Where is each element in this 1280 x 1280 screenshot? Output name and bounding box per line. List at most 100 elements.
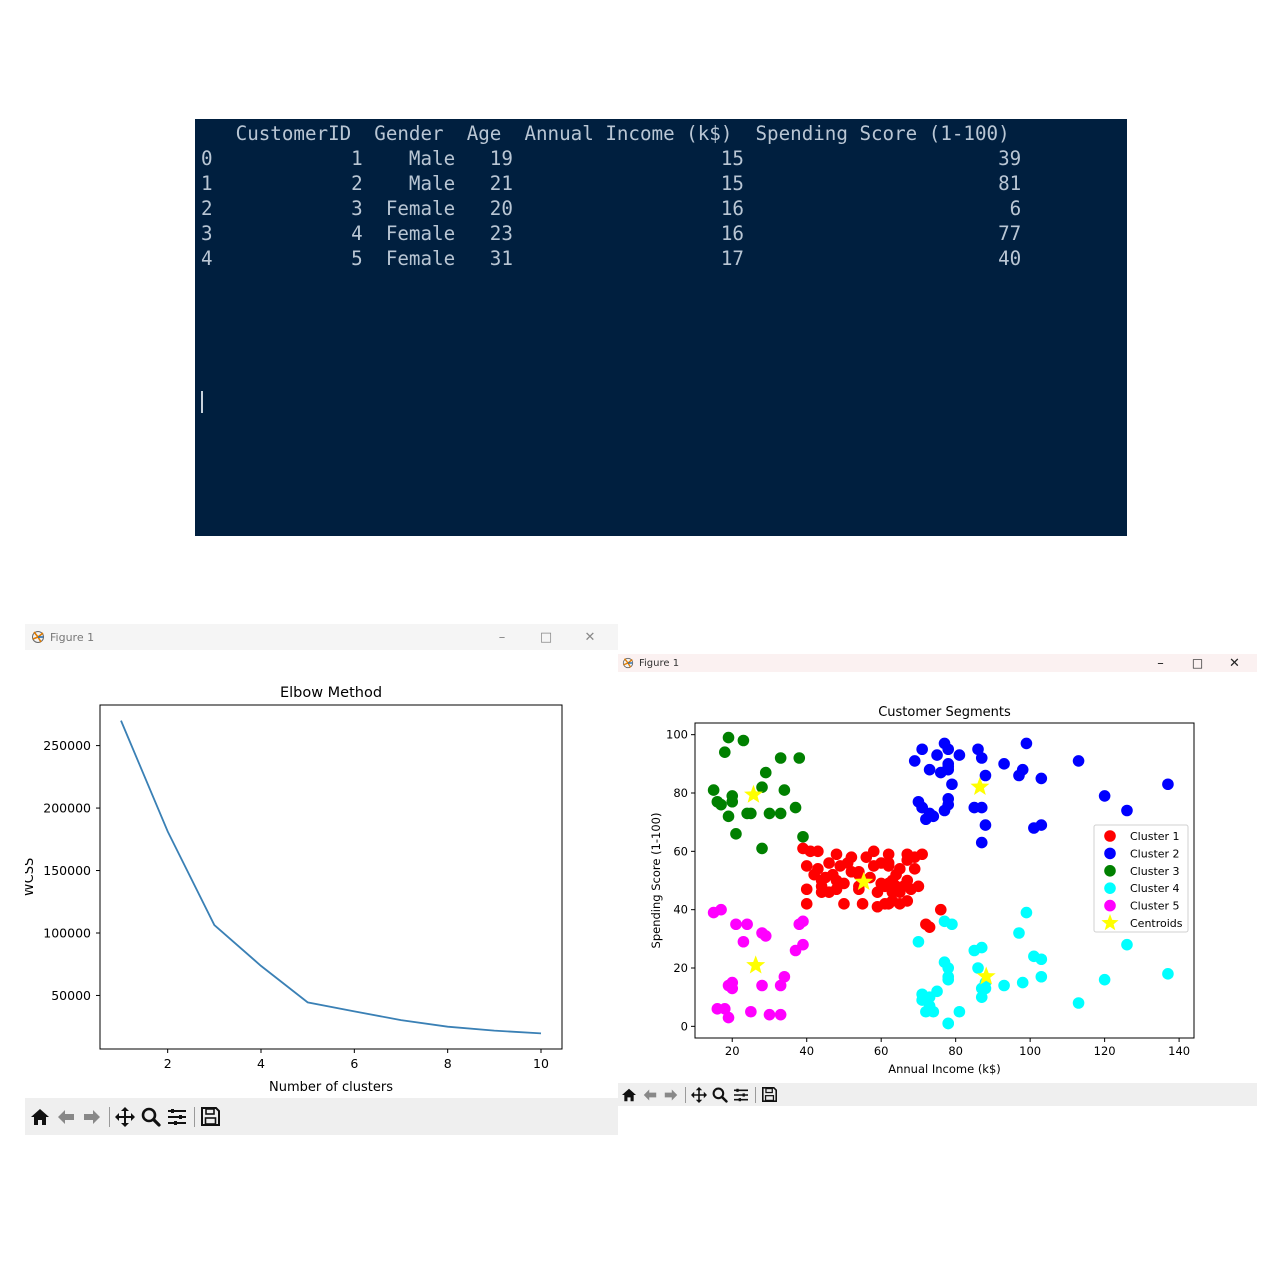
figure-window-elbow: Figure 1 – □ ✕ Elbow Method Number of clu… (25, 624, 618, 1135)
legend-marker (1104, 847, 1116, 860)
cluster-3-point (759, 766, 772, 779)
close-icon[interactable]: ✕ (1229, 655, 1240, 671)
cluster-2-point (1035, 819, 1048, 831)
plot-frame (99, 704, 563, 1050)
x-tick-label: 8 (444, 1056, 452, 1071)
cluster-1-point (908, 863, 921, 875)
x-tick-label: 60 (874, 1044, 889, 1058)
back-arrow-icon[interactable] (55, 1105, 77, 1129)
x-tick-label: 120 (1094, 1044, 1116, 1058)
cluster-2-point (975, 836, 988, 849)
minimize-icon[interactable]: – (1157, 655, 1164, 671)
cluster-2-point (1035, 772, 1048, 785)
minimize-icon[interactable]: – (498, 629, 506, 645)
save-icon[interactable] (760, 1086, 778, 1104)
window-titlebar[interactable]: Figure 1 – □ ✕ (618, 654, 1257, 672)
forward-arrow-icon[interactable] (662, 1086, 680, 1104)
cluster-2-point (998, 758, 1010, 770)
cluster-1-point (815, 880, 828, 893)
forward-arrow-icon[interactable] (81, 1105, 103, 1129)
cluster-2-point (908, 755, 921, 767)
cluster-2-point (975, 801, 988, 814)
save-icon[interactable] (199, 1105, 221, 1129)
customer-segments-chart: Customer Segments Annual Income (k$) Spend… (649, 705, 1195, 1076)
cluster-3-point (737, 734, 750, 747)
cluster-3-point (718, 746, 731, 758)
toolbar-separator (685, 1086, 686, 1103)
table-row: 3 4 Female 23 16 77 (201, 222, 1022, 245)
cluster-1-point (800, 883, 813, 896)
x-axis-label: Number of clusters (269, 1080, 393, 1095)
cluster-3-point (722, 810, 735, 823)
cluster-3-point (774, 752, 787, 764)
cluster-4-point (953, 1005, 966, 1018)
configure-subplots-icon[interactable] (166, 1105, 188, 1129)
cluster-2-point (927, 810, 940, 823)
home-icon[interactable] (620, 1086, 638, 1104)
cluster-1-point (800, 898, 813, 910)
cluster-5-point (756, 979, 768, 992)
x-tick-label: 10 (533, 1056, 549, 1071)
legend-marker (1104, 830, 1116, 842)
cluster-2-point (942, 760, 955, 773)
cluster-2-point (1072, 755, 1085, 767)
x-axis-label: Annual Income (k$) (888, 1062, 1001, 1076)
y-tick-label: 60 (673, 844, 688, 858)
y-tick-label: 100 (666, 728, 688, 742)
cluster-2-point (946, 778, 958, 791)
cluster-2-point (979, 769, 992, 782)
legend-label: Cluster 2 (1130, 847, 1180, 860)
configure-subplots-icon[interactable] (732, 1086, 750, 1104)
y-axis-label: Spending Score (1-100) (649, 813, 663, 949)
cluster-2-point (1020, 737, 1033, 750)
maximize-icon[interactable]: □ (1191, 656, 1204, 670)
cluster-1-point (830, 848, 843, 861)
legend-marker (1104, 865, 1116, 877)
x-tick-label: 80 (948, 1044, 963, 1058)
y-tick-label: 0 (681, 1019, 688, 1033)
cluster-2-point (942, 793, 955, 805)
cluster-4-point (946, 918, 958, 931)
home-icon[interactable] (29, 1105, 51, 1129)
chart-legend: Cluster 1 Cluster 2 Cluster 3 Cluster 4 Clus… (1093, 824, 1189, 933)
cluster-1-point (800, 860, 813, 872)
cluster-3-point (722, 731, 735, 744)
toolbar-separator (755, 1086, 756, 1103)
maximize-icon[interactable]: □ (539, 629, 553, 645)
table-row: 0 1 Male 19 15 39 (201, 147, 1022, 170)
cluster-2-point (975, 752, 988, 764)
x-tick-label: 100 (1019, 1044, 1041, 1058)
window-titlebar[interactable]: Figure 1 – □ ✕ (25, 624, 618, 650)
matplotlib-app-icon (622, 657, 634, 669)
cluster-2-point (979, 819, 992, 831)
cluster-3-point (756, 781, 768, 793)
cluster-3-point (774, 807, 787, 820)
x-tick-label: 6 (350, 1056, 358, 1071)
cluster-3-point (726, 790, 739, 802)
cluster-4-point (1013, 927, 1025, 939)
y-tick-label: 200000 (43, 801, 91, 816)
centroid-star (970, 776, 990, 795)
cluster-3-point (778, 784, 791, 796)
cluster-2-point (942, 743, 955, 756)
pan-icon[interactable] (690, 1086, 708, 1104)
zoom-icon[interactable] (711, 1086, 729, 1104)
cluster-3-point (730, 828, 742, 840)
y-tick-label: 80 (673, 786, 688, 800)
x-tick-label: 2 (164, 1056, 172, 1071)
back-arrow-icon[interactable] (641, 1086, 659, 1104)
pan-icon[interactable] (114, 1105, 136, 1129)
close-icon[interactable]: ✕ (584, 629, 596, 645)
cluster-3-point (789, 801, 802, 814)
dataframe-output: CustomerID Gender Age Annual Income (k$)… (201, 121, 1021, 271)
chart-title: Elbow Method (280, 685, 382, 701)
legend-label: Cluster 5 (1130, 900, 1180, 913)
elbow-chart: Elbow Method Number of clusters WCSS 2 4 6 8 10… (25, 685, 563, 1095)
cluster-2-point (1162, 778, 1174, 791)
cluster-1-point (823, 857, 835, 869)
zoom-icon[interactable] (140, 1105, 162, 1129)
cluster-1-point (894, 863, 906, 875)
legend-frame (1093, 824, 1189, 933)
cluster-4-point (1121, 938, 1133, 951)
cluster-4-point (1035, 953, 1048, 966)
